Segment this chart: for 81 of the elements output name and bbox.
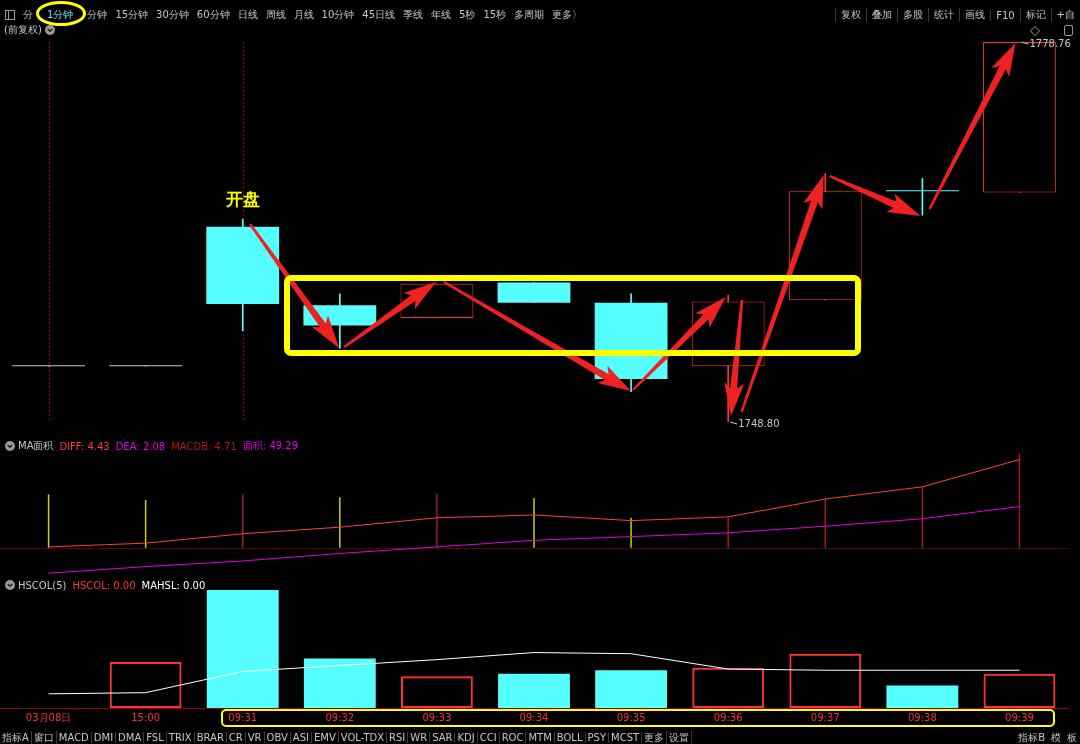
text: 多股 [897, 8, 929, 22]
text: 15秒 [483, 9, 507, 20]
text: HSCOL: 0.00 [72, 579, 136, 591]
text: 设置 [667, 730, 693, 744]
text: OBV [264, 732, 291, 743]
text: 板 [1066, 730, 1078, 744]
text: 5秒 [459, 9, 476, 20]
text: 分钟 [87, 9, 108, 20]
x-tick-label: 09:36 [713, 711, 743, 723]
text: 多周期 [514, 9, 545, 20]
x-tick-label: 09:31 [228, 711, 258, 723]
text: ASI [290, 732, 312, 743]
text: MACDB: 4.71 [171, 440, 237, 452]
text: 标记 [1019, 8, 1051, 22]
text: RSI [387, 732, 409, 743]
text: 窗口 [31, 730, 57, 744]
text: DIFF: 4.43 [59, 440, 110, 452]
text: 月线 [293, 9, 314, 20]
text: 分 [23, 9, 33, 20]
bar [886, 685, 959, 708]
text: 年线 [431, 9, 452, 20]
text: 面积: 49.29 [242, 439, 299, 453]
text: 10分钟 [321, 9, 355, 20]
text: 更多 [642, 730, 668, 744]
text: 日线 [237, 9, 258, 20]
text: CCI [477, 732, 500, 743]
text: PSY [585, 732, 610, 743]
x-tick-label: 09:35 [616, 711, 646, 723]
bar [303, 658, 376, 708]
text: 模 [1050, 730, 1062, 744]
text: MAHSL: 0.00 [141, 579, 206, 591]
text: DMA [116, 732, 145, 743]
text: ROC [499, 732, 527, 743]
text: 指标A [0, 730, 32, 744]
x-tick-label: 15:00 [131, 711, 161, 723]
x-tick-label: 09:37 [810, 711, 840, 723]
x-tick-label: 09:34 [519, 711, 549, 723]
annotation: 开盘 [225, 188, 260, 209]
text: DMI [91, 732, 117, 743]
x-tick-label: 09:32 [325, 711, 355, 723]
text: 15分钟 [115, 9, 149, 20]
text: F10 [990, 9, 1020, 21]
text: MTM [526, 732, 555, 743]
text: DEA: 2.08 [115, 440, 166, 452]
text: 画线 [959, 8, 991, 22]
bar [595, 670, 668, 708]
text: 周线 [265, 9, 286, 20]
text: 更多〉 [552, 9, 583, 20]
text: 45日线 [362, 9, 396, 20]
x-tick-label: 09:38 [907, 711, 937, 723]
text: KDJ [455, 732, 478, 743]
text: 1分钟 [47, 9, 74, 20]
text: WR [408, 732, 431, 743]
text: 季线 [403, 9, 424, 20]
bar [206, 589, 279, 708]
x-tick-label: 03月08日 [25, 711, 72, 723]
chart-title: MA面积 [18, 439, 54, 453]
chart-title: (前复权) [4, 23, 42, 37]
text: 30分钟 [156, 9, 189, 20]
text: 指标B [1017, 730, 1046, 744]
text: BOLL [554, 732, 586, 743]
text: 叠加 [866, 8, 898, 22]
chart-title: HSCOL(5) [18, 579, 67, 591]
annotation: 1748.80 [738, 418, 780, 430]
text: MCST [609, 732, 643, 743]
text: EMV [311, 732, 339, 743]
text: 60分钟 [196, 9, 230, 20]
text: FSL [144, 732, 167, 743]
text: CR [226, 732, 246, 743]
text: VOL-TDX [338, 732, 388, 743]
text: +自 [1050, 8, 1080, 22]
text: MACD [56, 732, 92, 743]
text: 复权 [835, 8, 867, 22]
text: 统计 [928, 8, 960, 22]
text: SAR [430, 732, 456, 743]
x-tick-label: 09:33 [422, 711, 452, 723]
bar [498, 673, 570, 708]
text: TRIX [166, 732, 195, 743]
text: VR [245, 732, 265, 743]
text: BRAR [194, 732, 227, 743]
x-tick-label: 09:39 [1005, 711, 1034, 723]
